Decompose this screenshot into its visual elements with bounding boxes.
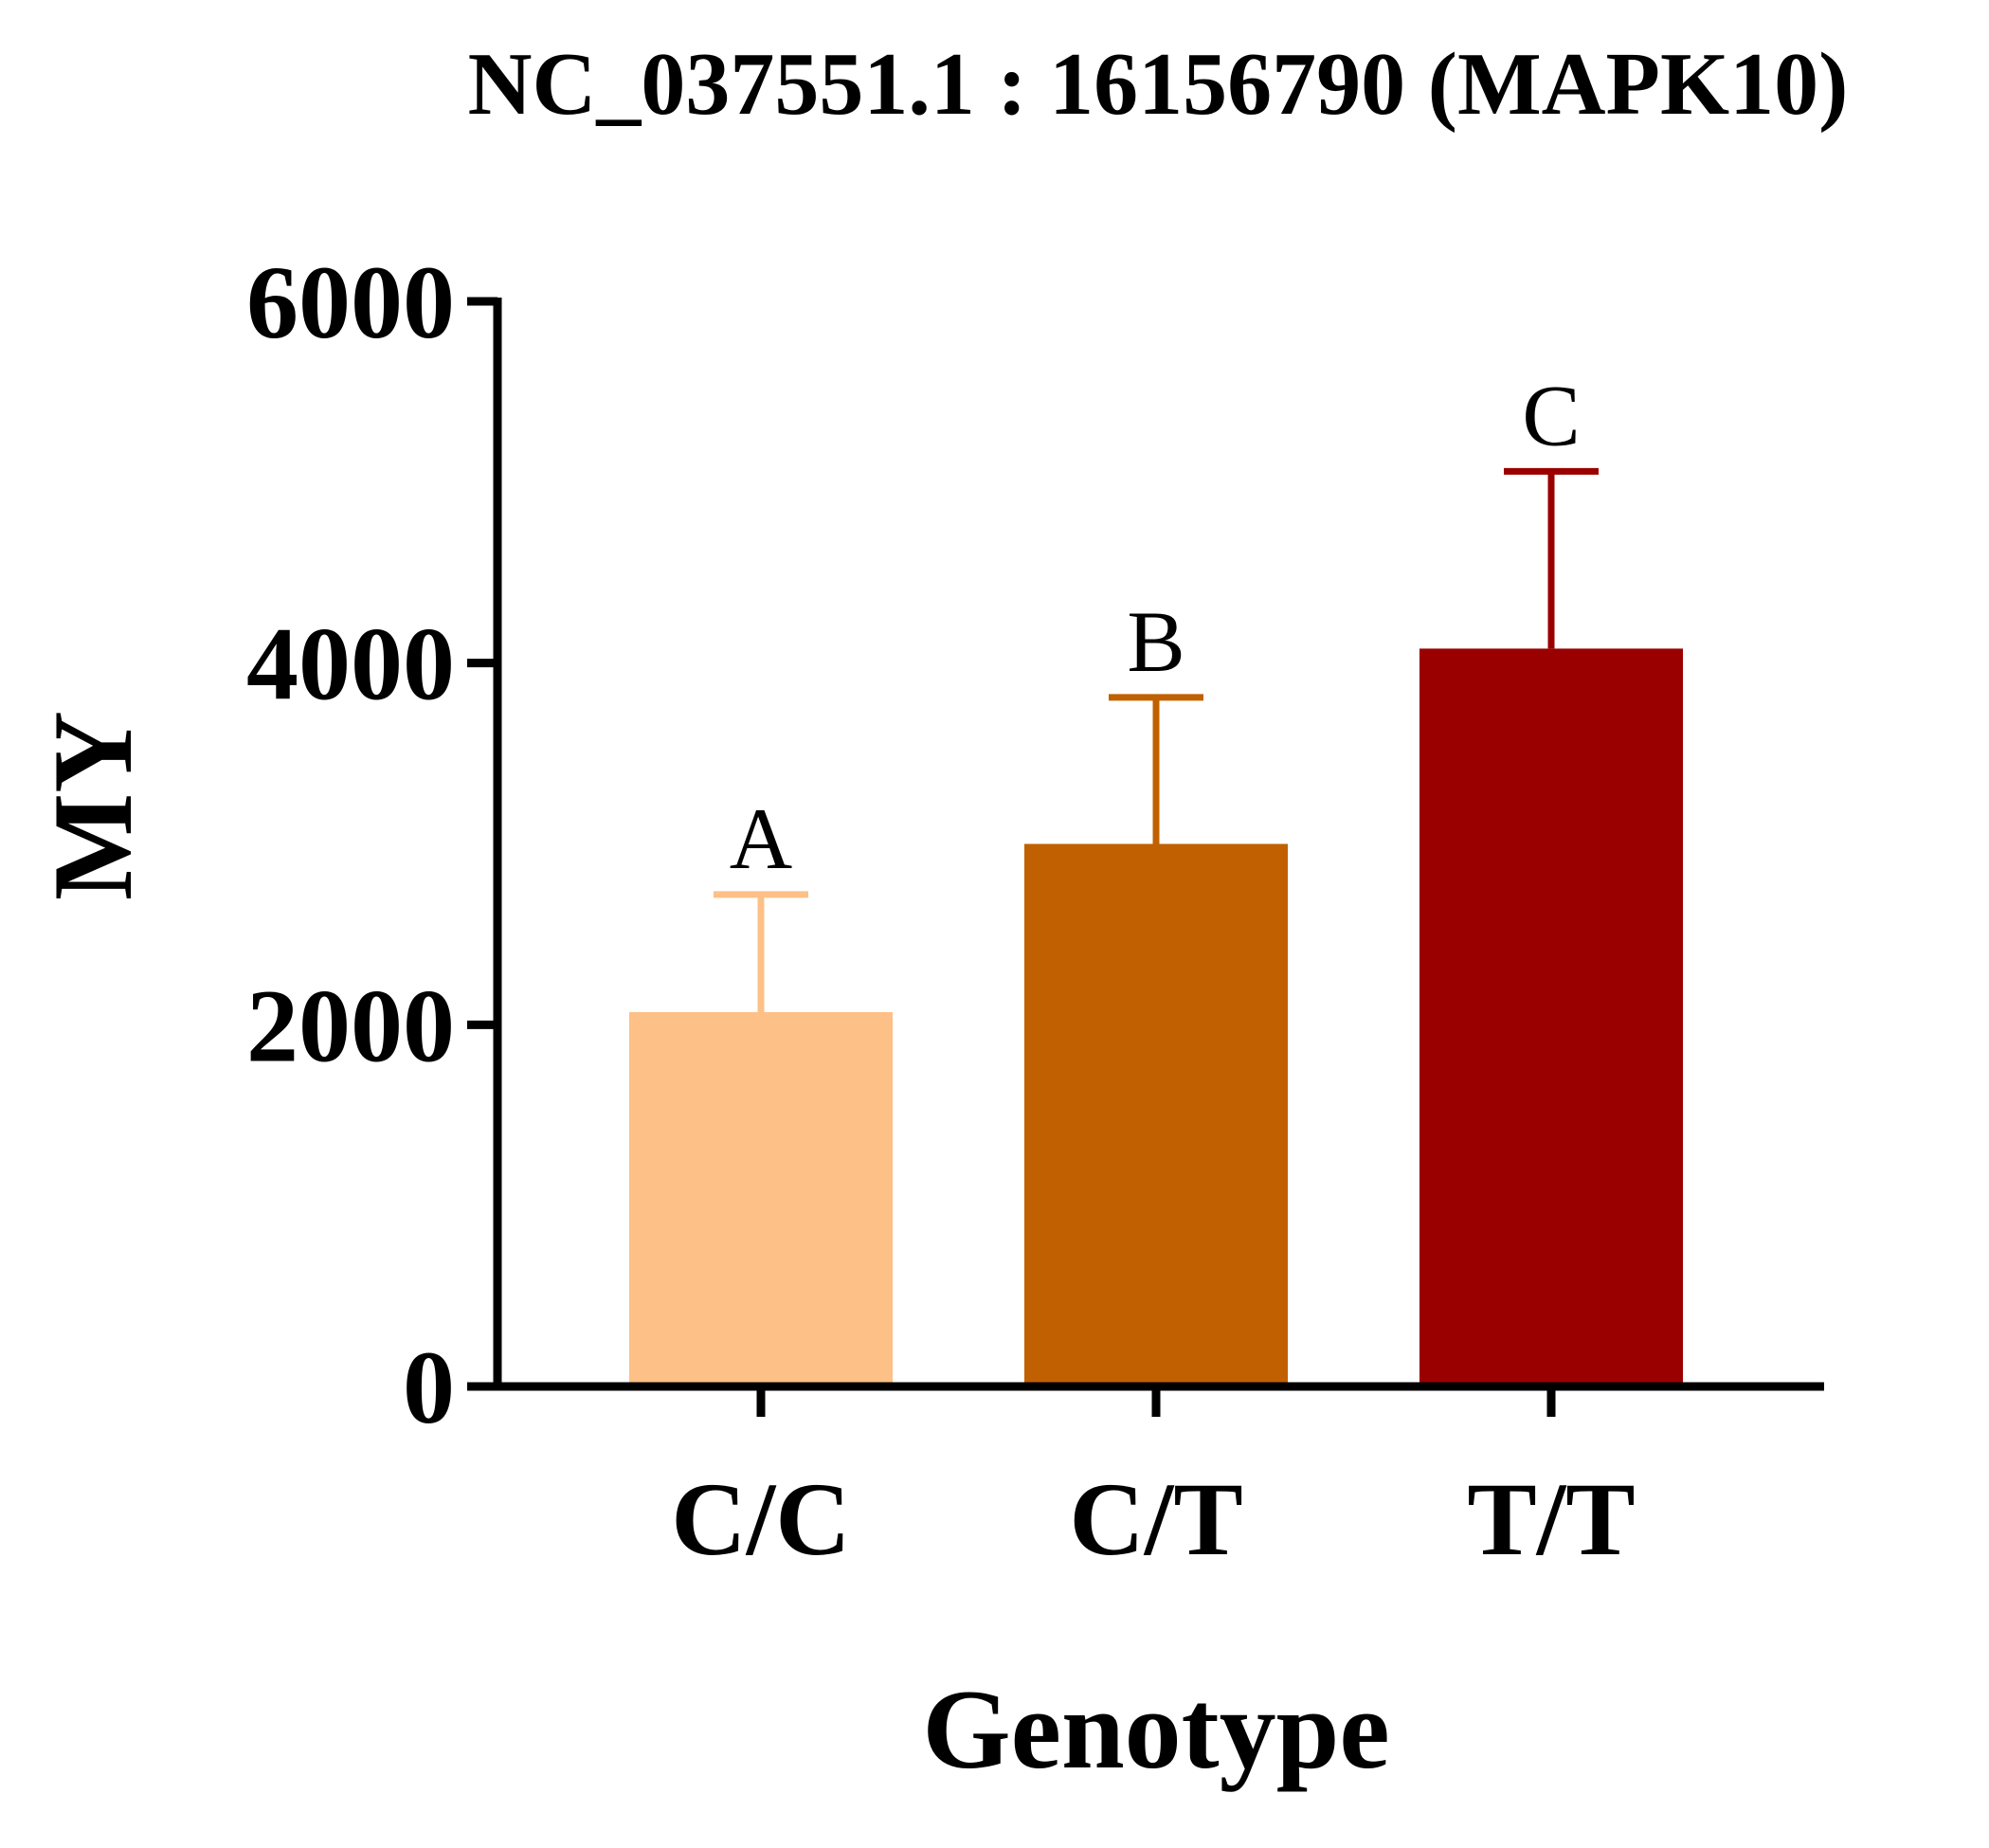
x-tick-label: T/T xyxy=(1467,1461,1635,1577)
bars-layer xyxy=(629,648,1683,1386)
significance-label: C xyxy=(1522,367,1580,463)
significance-labels-layer: A B C xyxy=(730,367,1581,887)
y-axis-ticks: 0 2000 4000 6000 xyxy=(246,245,497,1445)
y-tick-label: 0 xyxy=(403,1330,455,1445)
error-bars-layer xyxy=(714,467,1599,1012)
significance-label: A xyxy=(730,790,792,887)
y-tick-label: 4000 xyxy=(246,607,455,722)
significance-label: B xyxy=(1127,593,1184,690)
bar-c-c xyxy=(629,1011,893,1386)
x-axis-label: Genotype xyxy=(922,1666,1389,1792)
x-tick-label: C/T xyxy=(1069,1461,1242,1577)
bar-c-t xyxy=(1024,843,1288,1386)
chart-title: NC_037551.1 : 16156790 (MAPK10) xyxy=(468,35,1849,134)
x-axis-ticks: C/C C/T T/T xyxy=(671,1386,1636,1577)
y-tick-label: 2000 xyxy=(246,968,455,1083)
bar-t-t xyxy=(1419,648,1683,1386)
x-tick-label: C/C xyxy=(671,1461,850,1577)
y-tick-label: 6000 xyxy=(246,245,455,360)
y-axis-label: MY xyxy=(29,711,155,900)
